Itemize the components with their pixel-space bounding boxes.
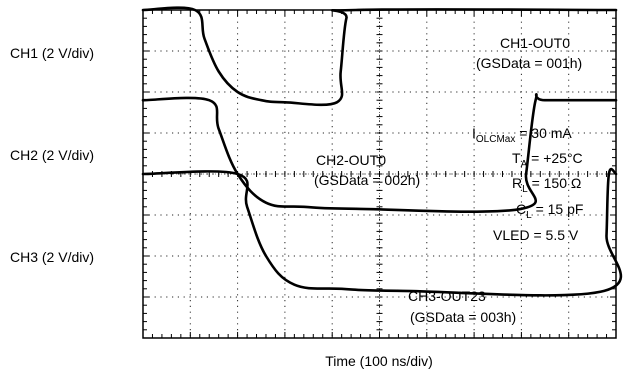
- axis-ticks: [142, 9, 617, 339]
- traces: [141, 6, 623, 297]
- ch1-annotation-name: CH1-OUT0: [500, 35, 570, 51]
- ch2-label: CH2 (2 V/div): [10, 147, 94, 163]
- test-conditions: IOLCMax = 30 mA TA = +25°C RL = 150 Ω CL…: [472, 125, 583, 243]
- x-axis-label: Time (100 ns/div): [325, 353, 433, 369]
- condition-iolcmax: IOLCMax = 30 mA: [472, 125, 572, 145]
- ch1-label: CH1 (2 V/div): [10, 45, 94, 61]
- trace-ch2: [141, 93, 618, 213]
- condition-vled: VLED = 5.5 V: [493, 227, 579, 243]
- condition-ta: TA = +25°C: [512, 150, 583, 170]
- ch2-annotation-gsdata: (GSData = 002h): [314, 172, 420, 188]
- ch3-annotation-name: CH3-OUT23: [408, 288, 486, 304]
- condition-rl: RL = 150 Ω: [512, 175, 581, 195]
- ch3-label: CH3 (2 V/div): [10, 249, 94, 265]
- ch3-annotation-gsdata: (GSData = 003h): [410, 309, 516, 325]
- ch2-annotation-name: CH2-OUT0: [316, 152, 386, 168]
- ch1-annotation-gsdata: (GSData = 001h): [476, 55, 582, 71]
- trace-ch3: [141, 167, 623, 297]
- trace-ch1: [141, 6, 618, 107]
- condition-cl: CL = 15 pF: [516, 201, 583, 221]
